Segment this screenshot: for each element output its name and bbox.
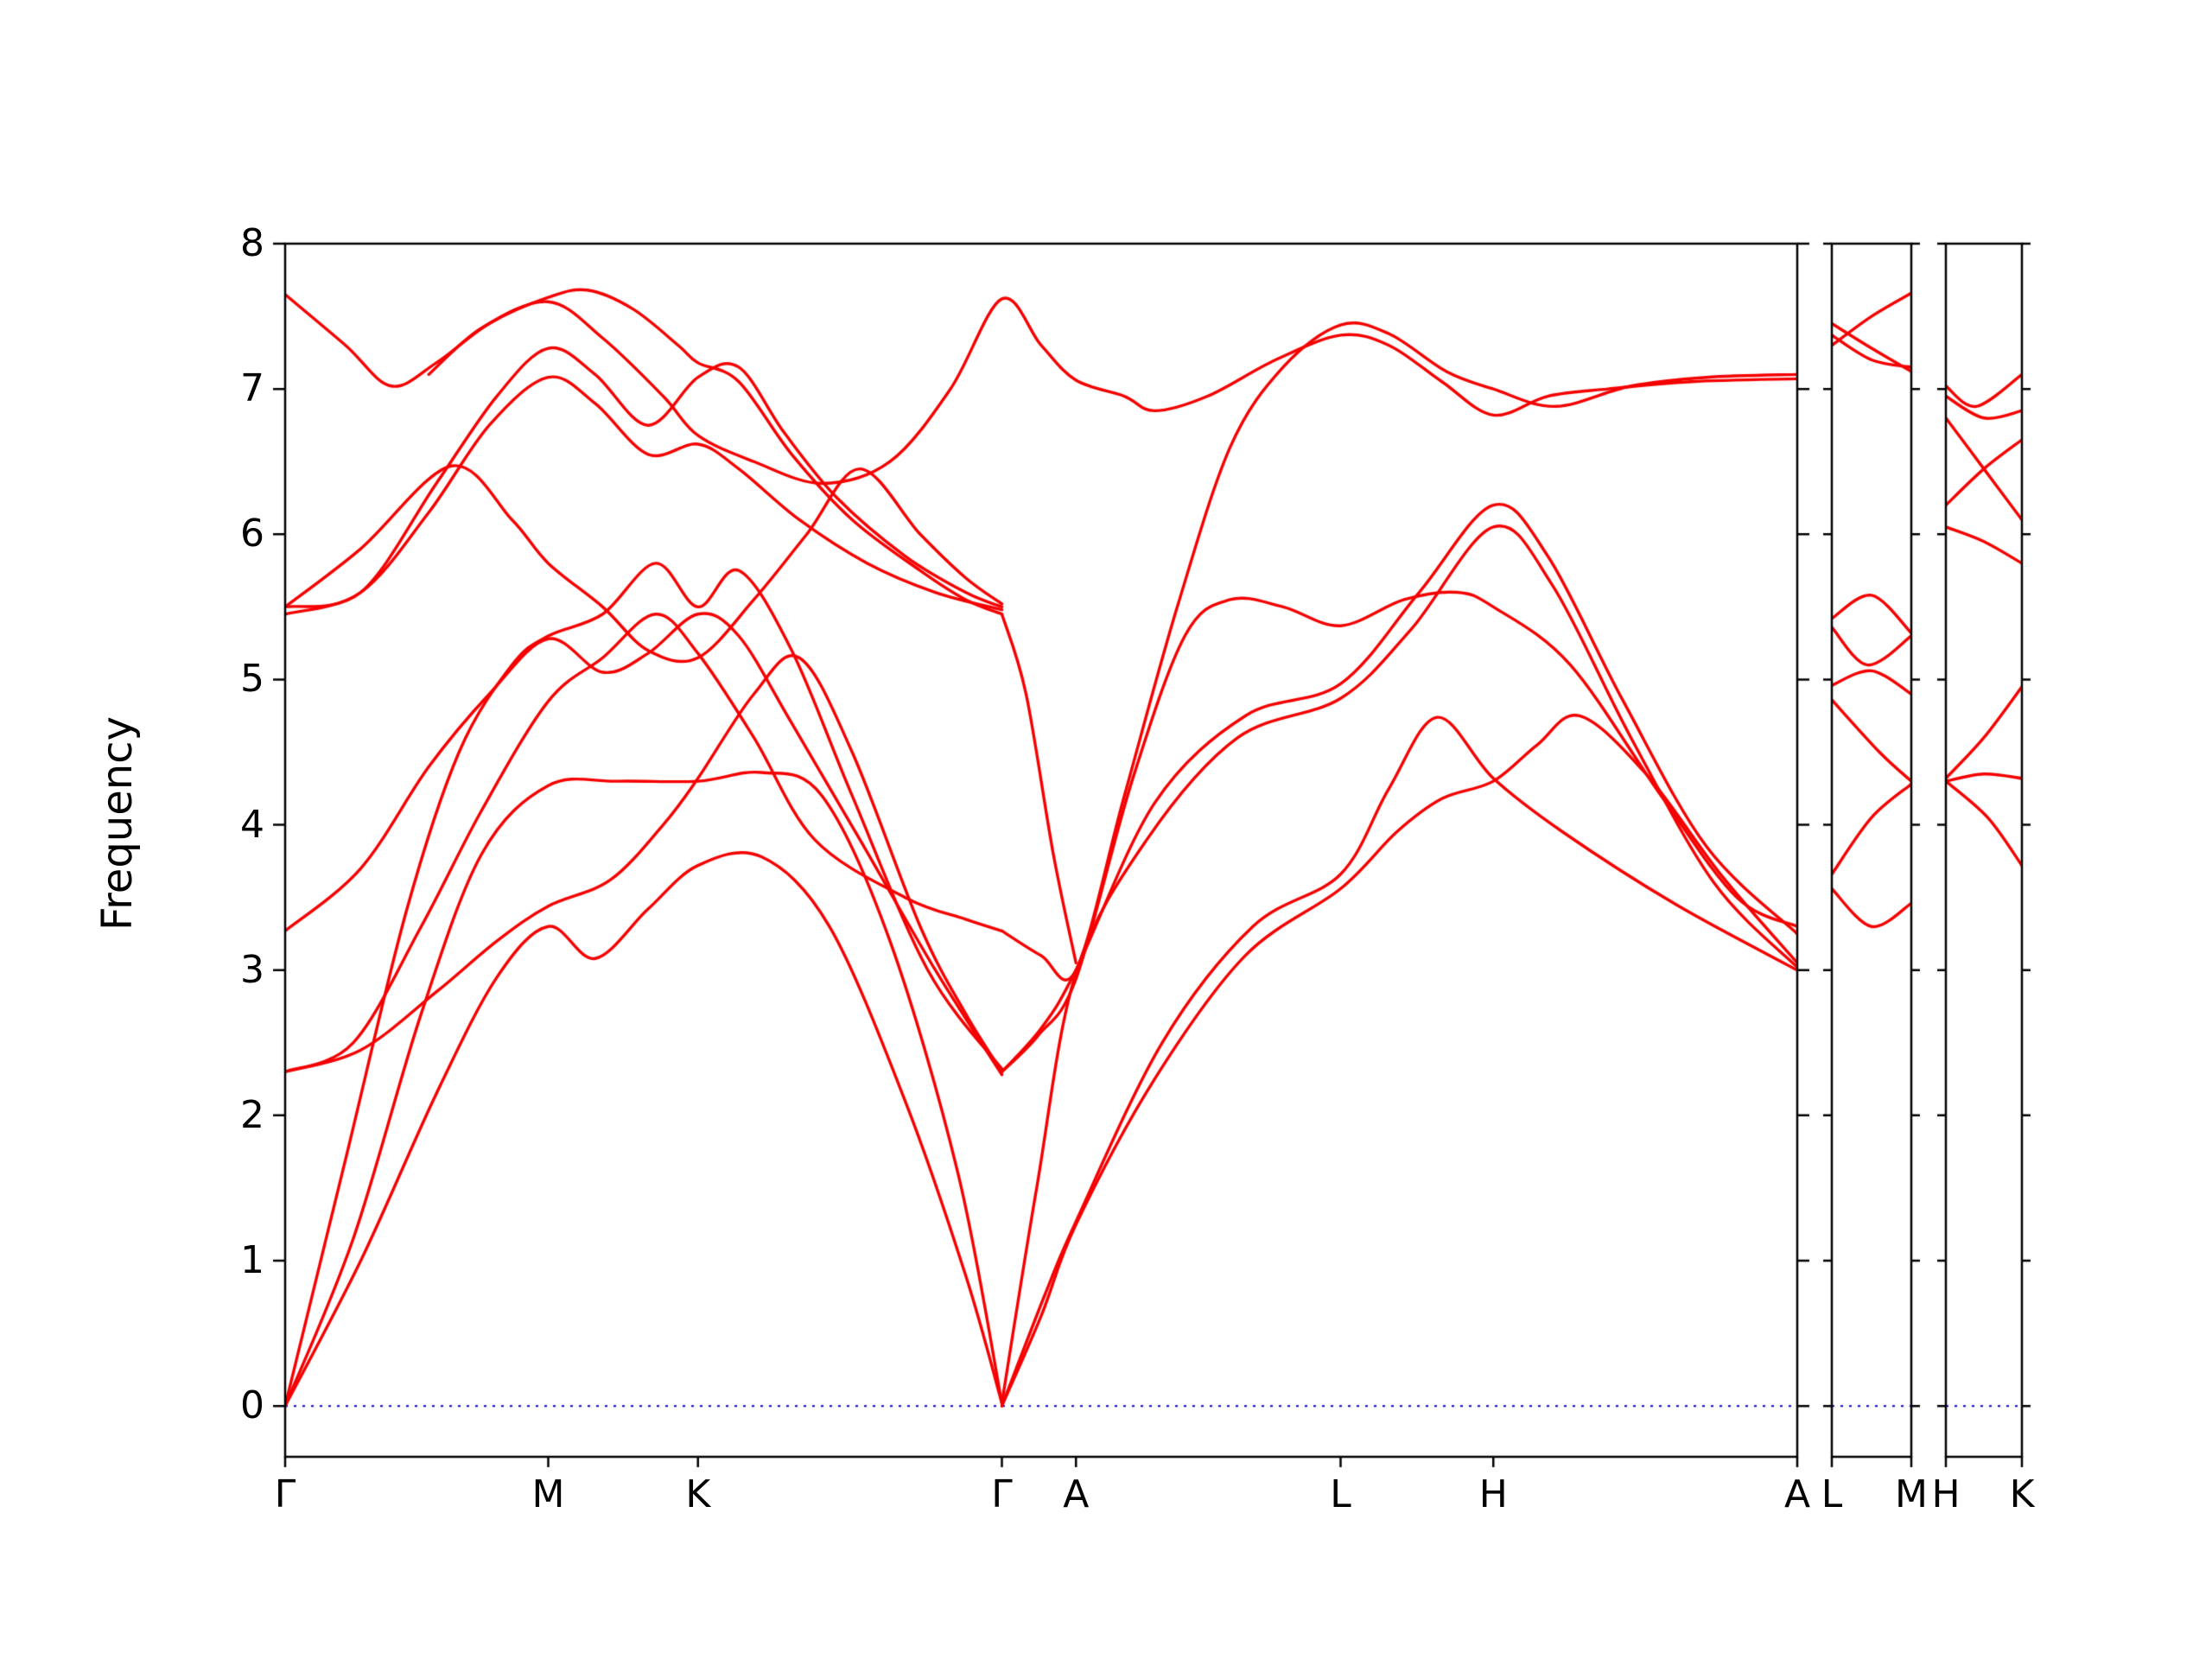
x-tick-label: M <box>1895 1472 1928 1516</box>
y-tick-label: 2 <box>240 1092 264 1137</box>
x-tick-label: A <box>1783 1472 1811 1516</box>
y-axis-label: Frequency <box>93 716 142 931</box>
x-tick-label: K <box>685 1472 711 1516</box>
y-tick-label: 3 <box>240 947 264 992</box>
x-tick-label: M <box>531 1472 565 1516</box>
y-tick-label: 8 <box>240 221 264 265</box>
y-tick-label: 1 <box>240 1238 264 1282</box>
y-tick-label: 4 <box>240 802 264 847</box>
x-tick-label: K <box>2009 1472 2035 1516</box>
x-tick-label: L <box>1330 1472 1351 1516</box>
x-tick-label: Γ <box>991 1472 1013 1516</box>
x-tick-label: Γ <box>274 1472 296 1516</box>
x-tick-label: L <box>1821 1472 1843 1516</box>
x-tick-label: H <box>1931 1472 1961 1516</box>
y-tick-label: 6 <box>240 512 264 556</box>
y-tick-label: 7 <box>240 366 264 411</box>
y-tick-label: 5 <box>240 657 264 702</box>
x-tick-label: A <box>1063 1472 1090 1516</box>
y-tick-label: 0 <box>240 1383 264 1428</box>
x-tick-label: H <box>1478 1472 1508 1516</box>
